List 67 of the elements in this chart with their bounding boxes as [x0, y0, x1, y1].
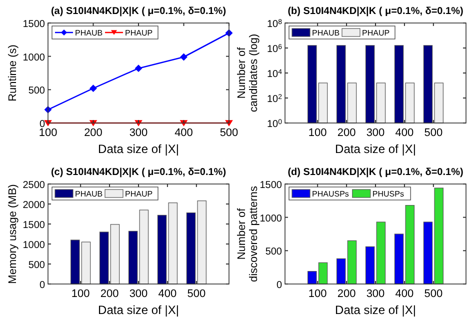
x-axis-title: Data size of |X| — [335, 142, 416, 156]
chart-title: (a) S10I4N4KD|X|K ( μ=0.1%, δ=0.1%) — [50, 6, 226, 17]
x-axis-title: Data size of |X| — [98, 142, 179, 156]
y-tick-label: 1500 — [260, 180, 282, 191]
x-axis-title: Data size of |X| — [98, 303, 179, 317]
x-tick-label: 300 — [366, 127, 385, 139]
y-tick-label: 0 — [276, 280, 282, 291]
bar — [139, 210, 149, 284]
y-axis-title: Number of candidates (log) — [236, 34, 260, 112]
chart-title: (d) S10I4N4KD|X|K ( μ=0.1%, δ=0.1%) — [288, 167, 464, 178]
legend-label: PHAUB — [75, 28, 103, 38]
point — [180, 54, 188, 60]
x-tick-label: 500 — [187, 288, 206, 300]
legend-label: PHAUB — [75, 190, 103, 198]
point — [226, 120, 232, 126]
y-tick-label: 1500 — [22, 19, 46, 30]
bar — [365, 246, 375, 284]
x-tick-label: 300 — [366, 288, 385, 300]
y-tick-label: 500 — [265, 246, 282, 258]
x-tick-label: 500 — [424, 288, 443, 300]
y-tick-label: 1000 — [22, 240, 46, 251]
y-tick-label: 0 — [39, 280, 46, 291]
x-axis-title: Data size of |X| — [335, 303, 416, 317]
y-tick-label: 2500 — [22, 180, 46, 191]
x-tick-label: 200 — [84, 127, 102, 139]
x-tick-label: 300 — [129, 127, 148, 139]
y-tick-label: 10$^{2}$ — [266, 94, 282, 105]
x-tick-label: 200 — [337, 127, 356, 139]
y-tick-label: 10$^{0}$ — [266, 118, 282, 130]
legend-label: PHAUP — [125, 190, 153, 198]
legend-label: PHAUSPs — [312, 190, 349, 198]
y-tick-label: 2000 — [22, 200, 46, 211]
bar — [376, 222, 386, 284]
point — [44, 120, 52, 126]
point — [90, 84, 97, 92]
y-tick-label: 10$^{8}$ — [266, 18, 282, 30]
legend-label: PHAUP — [362, 28, 390, 38]
x-tick-label: 400 — [174, 127, 193, 139]
y-tick-label: 10$^{4}$ — [266, 68, 282, 80]
x-tick-label: 100 — [308, 127, 327, 139]
y-axis-title: Number of discovered patterns — [236, 186, 260, 282]
legend-label: PHAUP — [125, 28, 153, 38]
y-tick-label: 1000 — [260, 213, 282, 224]
y-axis-title: Runtime (s) — [7, 44, 19, 102]
x-tick-label: 100 — [71, 288, 90, 300]
point — [135, 64, 142, 72]
y-tick-label: 500 — [28, 260, 46, 271]
x-tick-label: 200 — [337, 288, 356, 300]
x-tick-label: 400 — [158, 288, 177, 300]
chart-title: (c) S10I4N4KD|X|K ( μ=0.1%, δ=0.1%) — [50, 167, 226, 178]
x-tick-label: 400 — [395, 127, 414, 139]
x-tick-label: 100 — [308, 288, 327, 300]
y-axis-title: Memory usage (MB) — [7, 184, 19, 284]
x-tick-label: 500 — [424, 127, 443, 139]
legend-label: PHUSPs — [372, 190, 404, 198]
y-tick-label: 1500 — [22, 220, 46, 231]
chart-title: (b) S10I4N4KD|X|K ( μ=0.1%, δ=0.1%) — [288, 6, 464, 17]
bar — [128, 230, 138, 284]
y-tick-label: 10$^{6}$ — [266, 44, 282, 55]
legend-label: PHAUB — [312, 28, 340, 38]
y-tick-label: 1000 — [22, 52, 46, 64]
x-tick-label: 100 — [38, 127, 58, 139]
y-tick-label: 500 — [28, 86, 46, 97]
x-tick-label: 400 — [395, 288, 414, 300]
x-tick-label: 200 — [100, 288, 119, 300]
x-tick-label: 300 — [129, 288, 148, 300]
x-tick-label: 500 — [220, 127, 238, 139]
